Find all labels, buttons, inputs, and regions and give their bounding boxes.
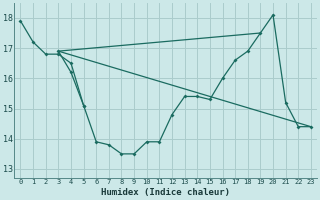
X-axis label: Humidex (Indice chaleur): Humidex (Indice chaleur) [101, 188, 230, 197]
